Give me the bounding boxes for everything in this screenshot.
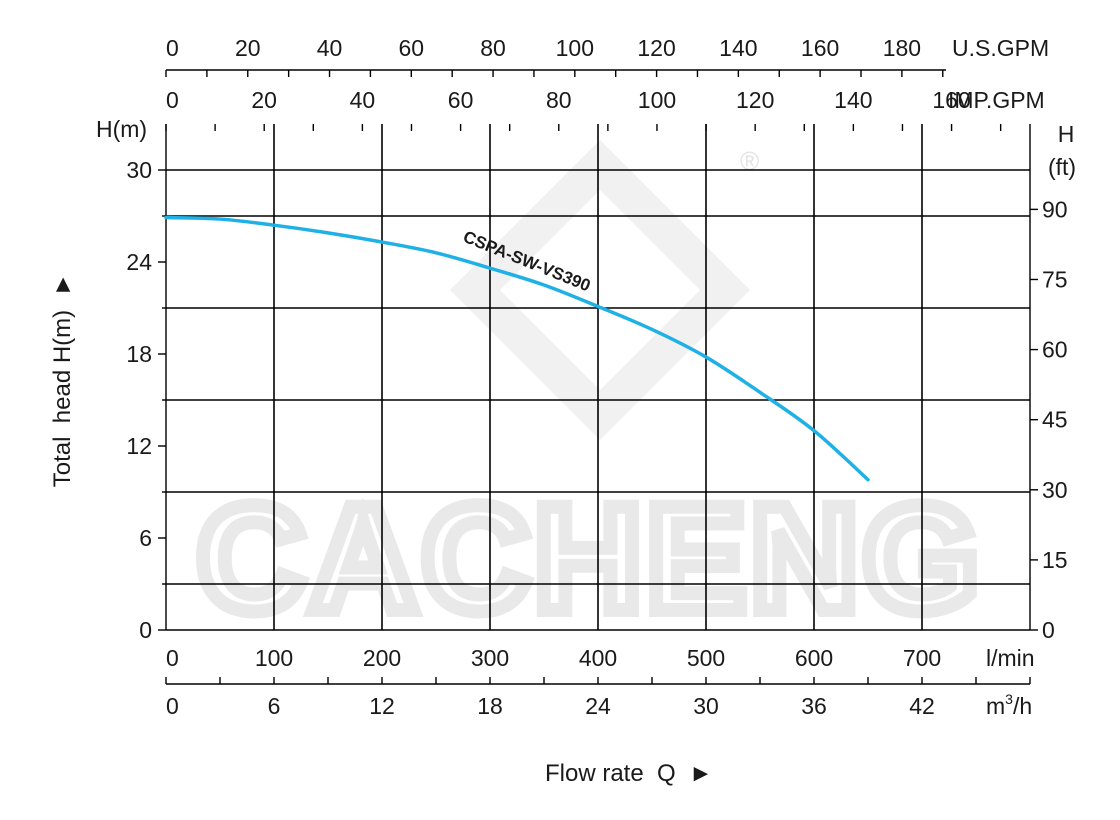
m3h-tail: /h [1013,693,1032,719]
x-impgpm-tick-label: 140 [834,87,872,113]
x-usgpm-tick-label: 0 [166,35,179,61]
grid [166,124,1030,630]
x-impgpm-tick-label: 20 [251,87,277,113]
y-axis-unit-m: H(m) [96,116,147,142]
x-impgpm-tick-label: 80 [546,87,572,113]
x-m3h-tick-label: 18 [477,693,503,719]
x-usgpm-tick-label: 140 [719,35,757,61]
x-axis-unit-impgpm: IMP.GPM [948,87,1045,113]
watermark: CACHENG ® [190,140,986,649]
y-ft-tick-label: 45 [1042,407,1068,433]
x-impgpm-tick-label: 100 [638,87,676,113]
y-ft-tick-label: 75 [1042,266,1068,292]
x-usgpm-tick-label: 40 [317,35,343,61]
x-lmin-tick-label: 400 [579,645,617,671]
m3h-sup: 3 [1005,691,1013,707]
x-lmin-tick-label: 600 [795,645,833,671]
y-tick-label: 0 [139,617,152,643]
x-axis-unit-usgpm: U.S.GPM [952,35,1049,61]
x-axis-unit-m3h: m3/h [986,691,1032,719]
x-lmin-tick-label: 0 [166,645,179,671]
y-tick-label: 18 [126,341,152,367]
x-usgpm-tick-label: 160 [801,35,839,61]
series-line-cspa-sw-vs390 [164,215,870,482]
x-lmin-tick-label: 700 [903,645,941,671]
x-m3h-tick-label: 6 [268,693,281,719]
y-axis-unit-ft-top: H [1058,121,1075,147]
y-ft-tick-label: 0 [1042,617,1055,643]
x-lmin-tick-label: 300 [471,645,509,671]
x-lmin-tick-label: 500 [687,645,725,671]
x-impgpm-tick-label: 60 [448,87,474,113]
y-tick-label: 24 [126,249,152,275]
x-impgpm-tick-label: 160 [932,87,970,113]
watermark-text: CACHENG [197,474,983,642]
x-usgpm-tick-label: 60 [398,35,424,61]
x-lmin-tick-label: 200 [363,645,401,671]
x-usgpm-tick-label: 120 [637,35,675,61]
x-m3h-tick-label: 36 [801,693,827,719]
x-impgpm-tick-label: 40 [350,87,376,113]
x-m3h-tick-label: 12 [369,693,395,719]
x-m3h-tick-label: 24 [585,693,611,719]
watermark-registered-mark: ® [740,146,759,176]
y-axis-unit-ft-bottom: (ft) [1048,154,1076,180]
x-m3h-tick-label: 30 [693,693,719,719]
x-usgpm-tick-label: 100 [556,35,594,61]
y-tick-label: 6 [139,525,152,551]
m3h-base: m [986,693,1005,719]
y-axis-title: Total head H(m) ► [49,273,76,488]
y-ft-tick-label: 15 [1042,547,1068,573]
x-usgpm-tick-label: 20 [235,35,261,61]
x-impgpm-tick-label: 120 [736,87,774,113]
curves [164,215,870,482]
x-axis-unit-lmin: l/min [986,645,1035,671]
x-usgpm-tick-label: 80 [480,35,506,61]
y-tick-label: 30 [126,157,152,183]
x-m3h-tick-label: 42 [909,693,935,719]
y-tick-label: 12 [126,433,152,459]
watermark-logo-shape [450,140,750,440]
x-m3h-tick-label: 0 [166,693,179,719]
y-ft-tick-label: 30 [1042,477,1068,503]
x-impgpm-tick-label: 0 [166,87,179,113]
y-ft-tick-label: 90 [1042,196,1068,222]
x-usgpm-tick-label: 180 [883,35,921,61]
y-ft-tick-label: 60 [1042,337,1068,363]
x-axis-title: Flow rate Q ► [545,760,713,787]
x-lmin-tick-label: 100 [255,645,293,671]
